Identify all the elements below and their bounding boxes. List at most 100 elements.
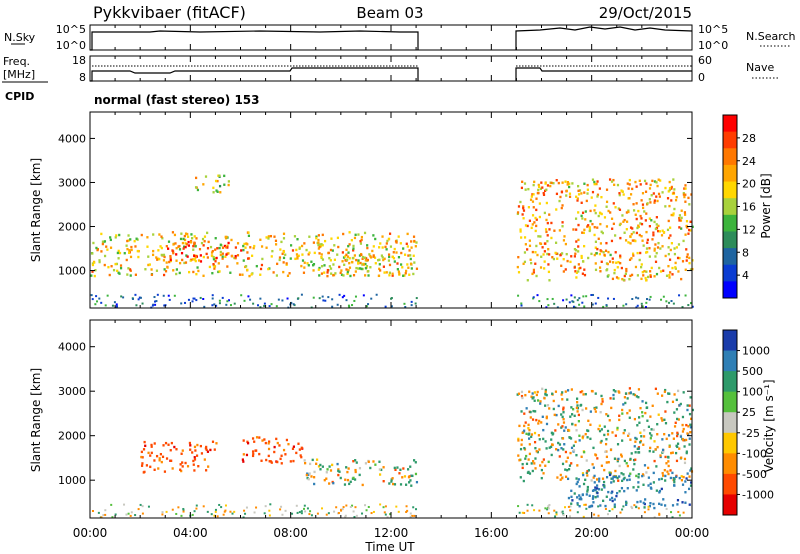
radar-echo [211,440,215,443]
radar-echo [674,266,677,269]
radar-echo [653,201,656,204]
radar-echo [548,279,551,282]
radar-echo [661,438,664,441]
radar-echo [681,501,684,504]
radar-echo [526,224,529,228]
radar-echo [669,469,672,472]
radar-echo [409,515,412,518]
radar-echo [623,429,626,432]
radar-echo [650,428,653,431]
radar-echo [361,263,364,266]
radar-echo [666,228,670,232]
radar-echo [626,397,629,400]
radar-echo [644,411,647,415]
radar-echo [111,304,114,307]
radar-echo [609,253,612,257]
cpid-mode: normal (fast stereo) 153 [94,93,260,107]
radar-echo [364,504,367,507]
radar-echo [575,240,578,243]
radar-echo [415,297,418,300]
radar-echo [664,504,667,507]
radar-echo [390,305,393,308]
radar-echo [311,458,314,462]
radar-echo [628,478,631,481]
radar-echo [543,250,546,253]
radar-echo [586,488,589,491]
radar-echo [517,439,520,442]
radar-echo [263,304,266,307]
colorbar-segment [723,214,737,232]
radar-echo [221,296,224,299]
radar-echo [618,223,622,227]
radar-echo [188,441,192,445]
radar-echo [523,511,526,514]
radar-echo [229,510,232,513]
y-tick-label: 3000 [58,176,86,189]
radar-echo [193,458,197,461]
radar-echo [303,261,306,264]
radar-echo [386,516,389,519]
radar-echo [616,183,620,187]
colorbar-segment [723,391,737,413]
radar-echo [612,393,615,397]
radar-echo [308,235,311,238]
radar-echo [342,506,345,509]
radar-echo [645,212,648,215]
radar-echo [528,472,532,475]
radar-echo [596,226,599,229]
radar-echo [178,271,181,275]
radar-echo [535,208,538,212]
radar-echo [542,191,545,195]
radar-echo [670,213,673,217]
radar-echo [588,505,591,509]
radar-echo [191,513,194,516]
radar-echo [300,264,303,268]
radar-echo [312,269,315,272]
radar-echo [665,274,669,277]
radar-echo [179,261,182,265]
radar-echo [355,266,358,270]
radar-echo [163,470,167,473]
radar-echo [663,390,666,393]
radar-echo [642,483,645,486]
radar-echo [158,459,161,462]
radar-echo [378,258,381,261]
radar-echo [593,182,596,186]
radar-echo [624,392,628,395]
radar-echo [629,242,632,245]
radar-echo [652,192,655,195]
radar-echo [600,212,603,216]
radar-echo [410,246,413,249]
radar-echo [268,305,271,308]
radar-echo [385,248,388,251]
radar-echo [171,467,174,470]
radar-echo [146,245,149,248]
radar-echo [337,245,340,249]
radar-echo [671,451,674,454]
radar-echo [320,265,324,268]
radar-echo [528,219,531,222]
radar-echo [392,482,395,486]
radar-echo [562,239,566,242]
radar-echo [618,418,621,422]
radar-echo [637,416,641,419]
radar-echo [537,191,540,195]
radar-echo [318,297,321,300]
radar-echo [127,234,130,237]
radar-echo [670,300,673,303]
radar-echo [273,445,276,449]
radar-echo [570,406,573,409]
radar-echo [537,434,541,437]
radar-echo [354,233,357,237]
radar-echo [192,459,195,463]
radar-echo [581,390,584,393]
radar-echo [545,188,548,191]
radar-echo [211,304,214,307]
radar-echo [155,256,158,259]
radar-echo [301,253,304,256]
radar-echo [300,244,304,248]
radar-echo [660,477,663,481]
radar-echo [548,253,551,256]
radar-echo [658,489,662,493]
radar-echo [170,441,173,445]
